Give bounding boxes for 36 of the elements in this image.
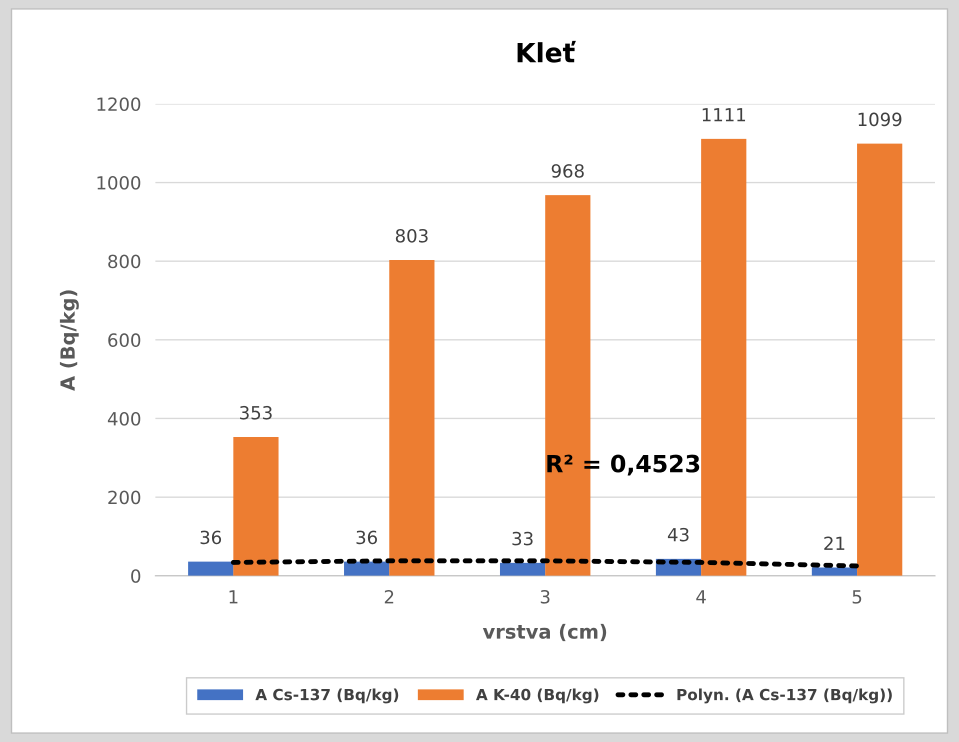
y-tick-label: 200 xyxy=(108,490,140,504)
y-tick-label: 1200 xyxy=(98,97,140,111)
x-tick-label: 4 xyxy=(696,590,706,604)
data-label: 968 xyxy=(552,164,584,178)
data-label: 353 xyxy=(240,406,272,420)
legend-label: Polyn. (A Cs-137 (Bq/kg)) xyxy=(677,688,892,704)
data-label: 21 xyxy=(824,536,844,550)
y-tick-label: 400 xyxy=(108,412,140,426)
chart-title: Kleť xyxy=(518,40,576,63)
y-tick-label: 0 xyxy=(131,569,140,583)
bar xyxy=(701,138,746,576)
x-tick-label: 2 xyxy=(384,590,394,604)
data-label: 36 xyxy=(356,530,377,544)
legend-label: A Cs-137 (Bq/kg) xyxy=(255,688,398,704)
y-tick-label: 600 xyxy=(108,333,140,347)
legend-label: A K-40 (Bq/kg) xyxy=(476,688,598,704)
y-tick-label: 800 xyxy=(108,254,140,268)
data-label: 33 xyxy=(512,532,533,546)
x-tick-label: 1 xyxy=(230,590,238,604)
bar xyxy=(389,260,434,576)
x-axis-title: vrstva (cm) xyxy=(482,624,606,642)
data-label: 803 xyxy=(396,228,428,243)
data-label: 1111 xyxy=(702,108,746,122)
bar xyxy=(233,436,279,576)
bar xyxy=(500,562,546,576)
x-tick-label: 5 xyxy=(852,590,862,604)
y-tick-label: 1000 xyxy=(98,176,140,190)
bar xyxy=(188,562,234,576)
bar xyxy=(812,568,858,576)
data-label: 36 xyxy=(200,530,222,544)
data-label: 1099 xyxy=(858,112,902,126)
y-axis-title: A (Bq/kg) xyxy=(60,290,79,391)
bar xyxy=(857,144,902,576)
bar xyxy=(344,562,390,576)
data-label: 43 xyxy=(668,528,689,542)
x-tick-label: 3 xyxy=(540,590,550,604)
